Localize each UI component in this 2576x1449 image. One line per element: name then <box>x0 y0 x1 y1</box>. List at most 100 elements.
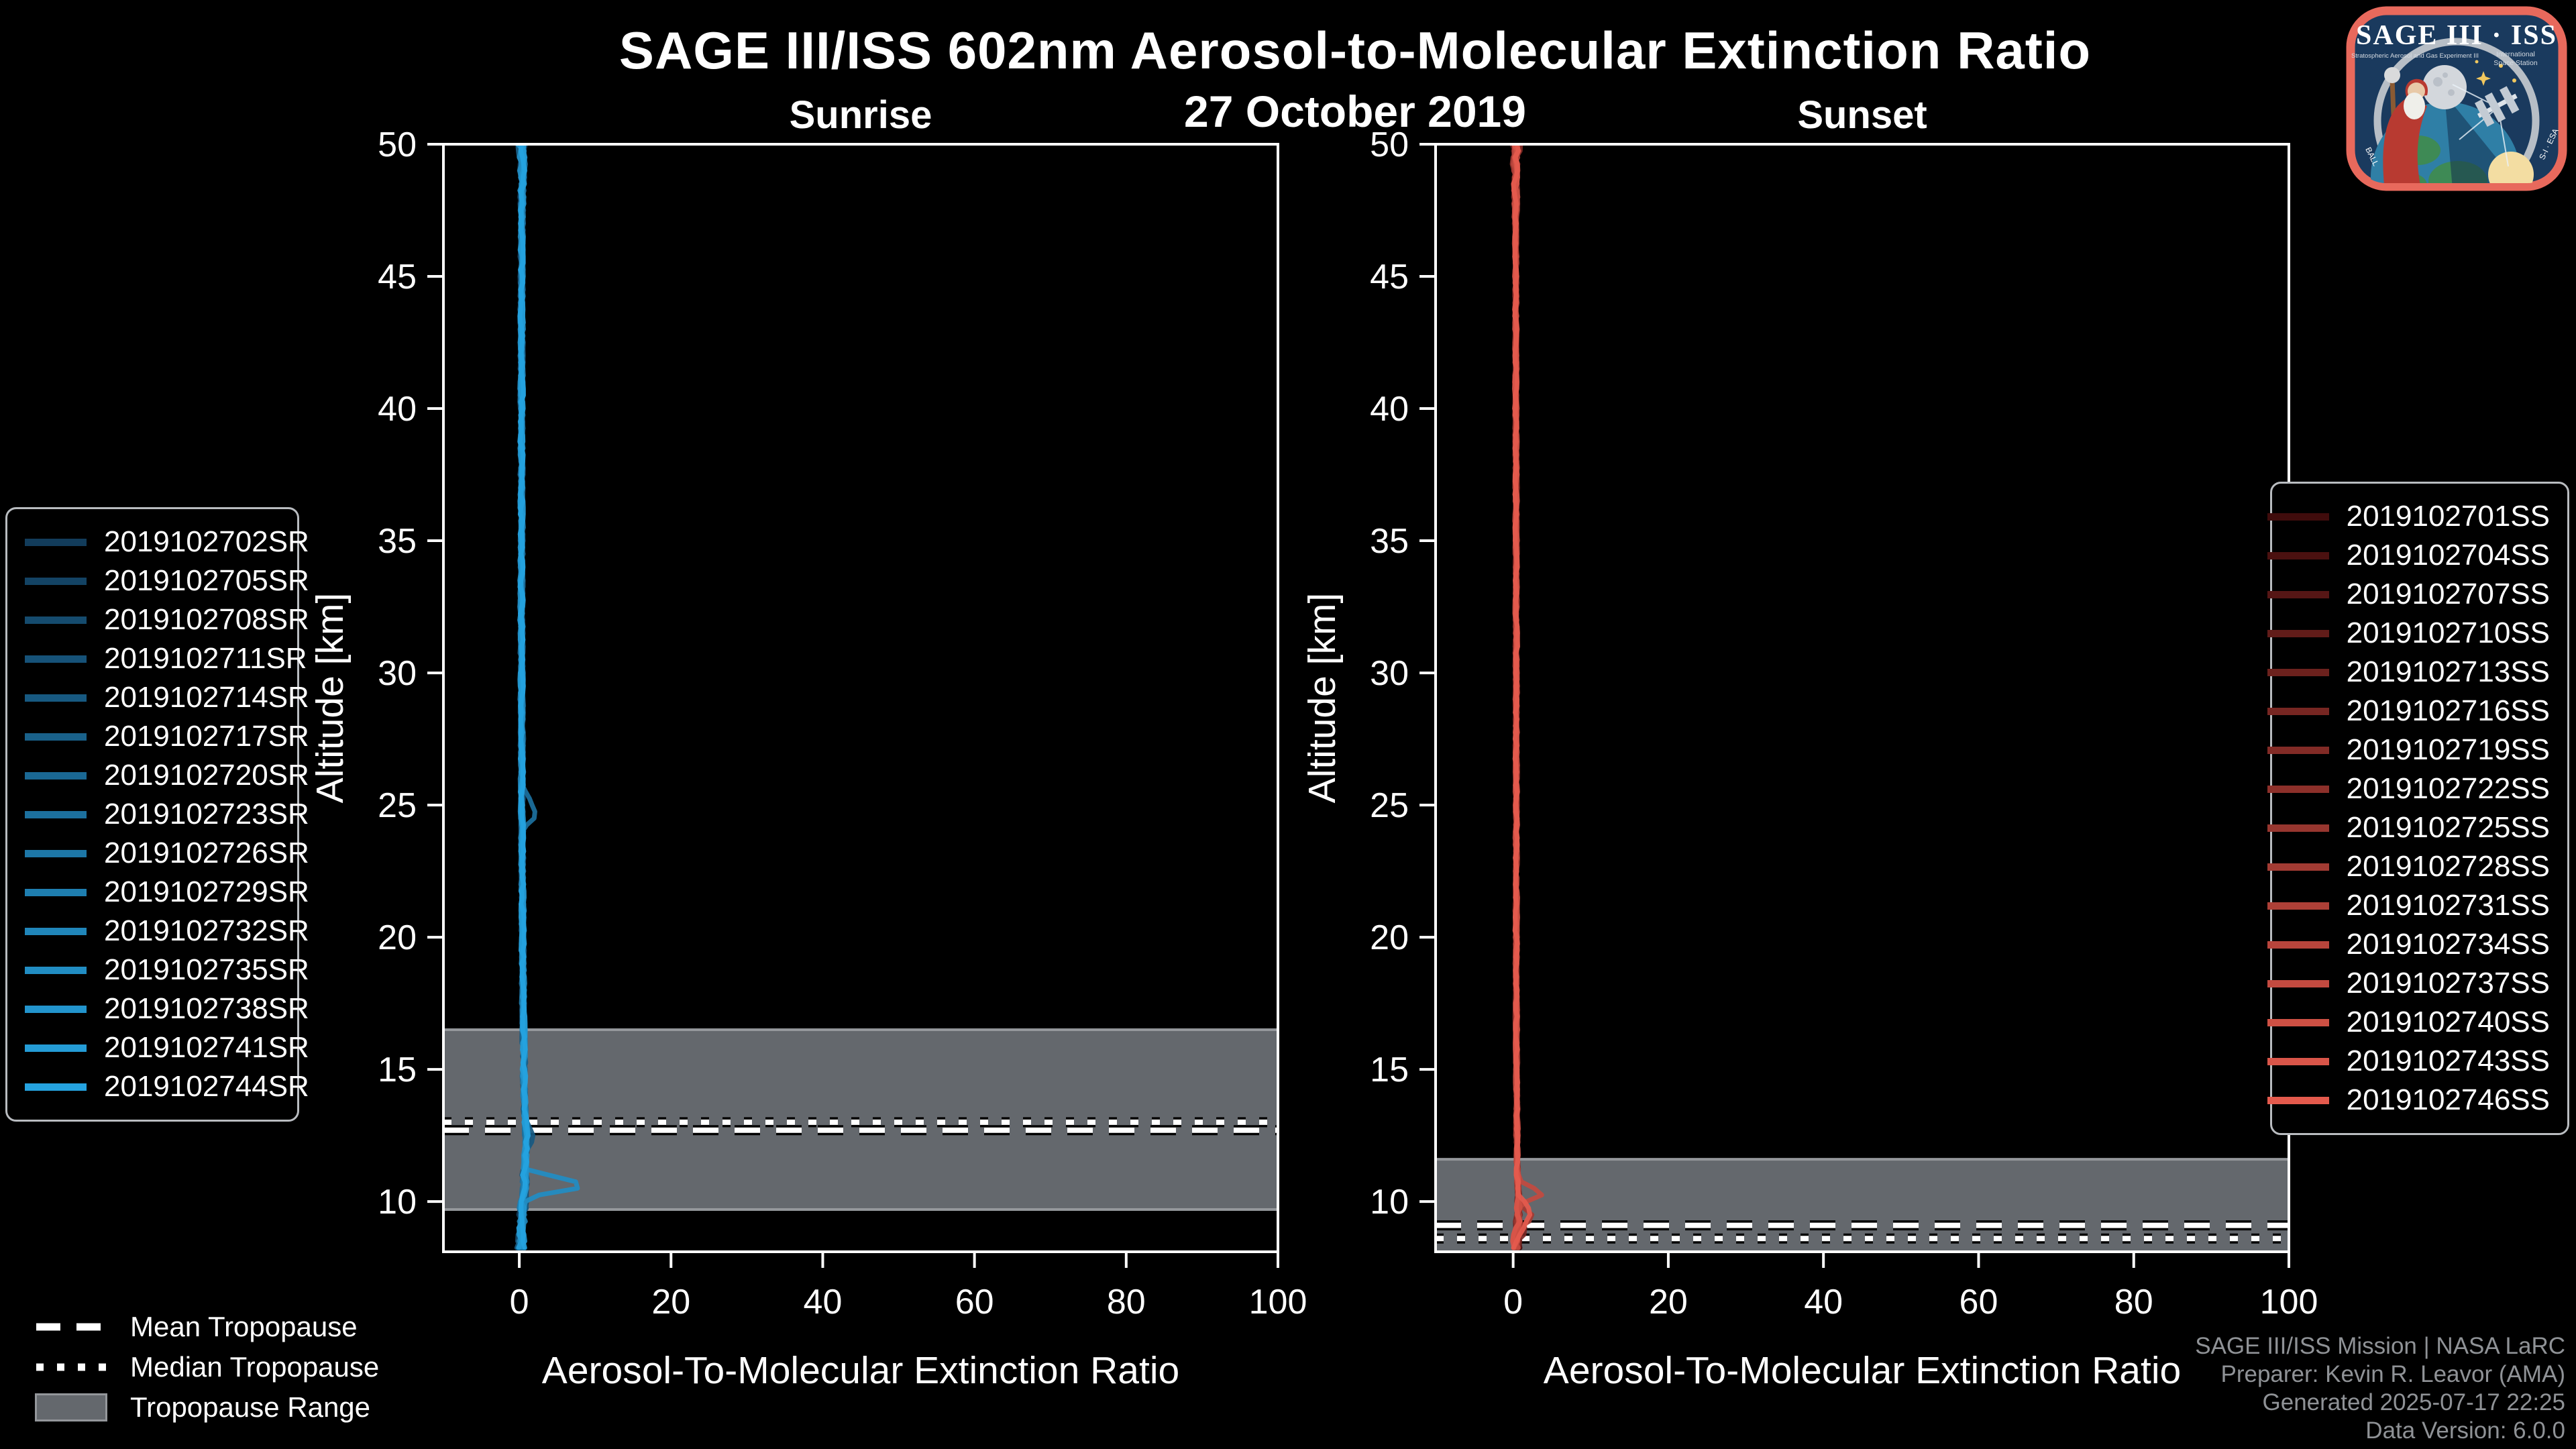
figure-title: SAGE III/ISS 602nm Aerosol-to-Molecular … <box>619 21 2092 80</box>
sunset-chart: 0 20 40 60 80 100 10 15 20 25 30 35 40 45 50 Aerosol-To… <box>1301 125 2318 1392</box>
sunset-panel-title: Sunset <box>1797 93 1927 137</box>
legend-item: 2019102717SR <box>25 717 309 756</box>
legend-item: 2019102746SS <box>2267 1081 2550 1120</box>
legend-color-line <box>25 1044 87 1052</box>
legend-event-label: 2019102741SR <box>104 1031 309 1064</box>
x-tick-label: 40 <box>804 1283 843 1322</box>
x-tick-label: 60 <box>955 1283 994 1322</box>
y-tick-label: 15 <box>1370 1051 1409 1089</box>
x-tick-label: 20 <box>1649 1283 1688 1322</box>
legend-item: 2019102710SS <box>2267 614 2550 653</box>
x-tick-label: 80 <box>1107 1283 1146 1322</box>
legend-event-label: 2019102711SR <box>104 642 307 675</box>
legend-item: 2019102708SR <box>25 600 309 639</box>
y-tick-label: 50 <box>1370 125 1409 164</box>
legend-color-line <box>2267 590 2329 598</box>
sunrise-series-legend: 2019102702SR 2019102705SR 2019102708SR 2019… <box>5 507 309 1122</box>
legend-color-line <box>2267 1018 2329 1026</box>
legend-event-label: 2019102722SS <box>2346 772 2550 805</box>
legend-item: 2019102738SR <box>25 989 309 1028</box>
x-tick-label: 40 <box>1804 1283 1843 1322</box>
legend-item: 2019102728SS <box>2267 847 2550 886</box>
y-tick-label: 15 <box>378 1051 417 1089</box>
legend-item: 2019102711SR <box>25 639 307 678</box>
legend-color-line <box>25 888 87 896</box>
y-tick-label: 35 <box>1370 522 1409 561</box>
legend-color-line <box>25 771 87 780</box>
y-tick-label: 25 <box>1370 786 1409 825</box>
profile-line-2019102744SR <box>517 144 531 1250</box>
legend-item: 2019102725SS <box>2267 808 2550 847</box>
attribution-data-version: Data Version: 6.0.0 <box>2365 1417 2565 1444</box>
legend-event-label: 2019102717SR <box>104 720 309 753</box>
legend-color-line <box>25 733 87 741</box>
x-tick-label: 100 <box>2260 1283 2318 1322</box>
attribution-mission: SAGE III/ISS Mission | NASA LaRC <box>2195 1333 2565 1359</box>
legend-event-label: 2019102732SR <box>104 914 309 947</box>
y-tick-label: 40 <box>378 390 417 429</box>
legend-event-label: 2019102726SR <box>104 837 309 869</box>
legend-color-line <box>25 1083 87 1091</box>
legend-event-label: 2019102723SR <box>104 798 309 830</box>
x-tick-label: 60 <box>1960 1283 1998 1322</box>
sunset-series-legend: 2019102701SS 2019102704SS 2019102707SS 2019… <box>2267 482 2569 1135</box>
x-tick-label: 0 <box>510 1283 529 1322</box>
profile-lines <box>514 144 580 1250</box>
x-axis-label: Aerosol-To-Molecular Extinction Ratio <box>1544 1349 2181 1392</box>
legend-event-label: 2019102714SR <box>104 681 309 714</box>
legend-event-label: 2019102713SS <box>2346 655 2550 688</box>
legend-event-label: 2019102701SS <box>2346 500 2550 533</box>
orbit-ring-icon <box>2373 38 2540 183</box>
x-tick-label: 20 <box>651 1283 690 1322</box>
iss-icon <box>2474 86 2520 127</box>
legend-event-label: 2019102708SR <box>104 603 309 636</box>
legend-item: 2019102732SR <box>25 912 309 951</box>
mean-tropopause-legend-item: Mean Tropopause <box>35 1307 379 1347</box>
y-tick-label: 20 <box>1370 918 1409 957</box>
legend-color-line <box>25 810 87 818</box>
legend-color-line <box>25 1005 87 1013</box>
legend-item: 2019102707SS <box>2267 575 2550 614</box>
legend-event-label: 2019102719SS <box>2346 733 2550 766</box>
tropopause-range-band <box>1436 1159 2289 1252</box>
y-tick-label: 10 <box>378 1183 417 1222</box>
legend-event-label: 2019102725SS <box>2346 811 2550 844</box>
legend-event-label: 2019102734SS <box>2346 928 2550 961</box>
y-tick-label: 45 <box>1370 258 1409 297</box>
legend-color-line <box>25 655 87 663</box>
stars-icon <box>2475 60 2516 86</box>
legend-color-line <box>2267 785 2329 793</box>
legend-color-line <box>2267 979 2329 987</box>
legend-event-label: 2019102743SS <box>2346 1044 2550 1077</box>
attribution-generated: Generated 2025-07-17 22:25 <box>2262 1389 2565 1415</box>
tropopause-legend: Mean Tropopause Median Tropopause Tropop… <box>35 1307 379 1428</box>
x-tick-label: 0 <box>1503 1283 1523 1322</box>
moon-icon <box>2422 65 2467 109</box>
legend-color-line <box>2267 941 2329 949</box>
legend-item: 2019102731SS <box>2267 886 2550 925</box>
legend-event-label: 2019102716SS <box>2346 694 2550 727</box>
legend-item: 2019102719SS <box>2267 731 2550 769</box>
legend-item: 2019102705SR <box>25 561 309 600</box>
legend-color-line <box>2267 824 2329 832</box>
sunrise-chart: 0 20 40 60 80 100 10 15 20 25 30 35 40 45 50 Aerosol-To… <box>309 125 1307 1392</box>
legend-color-line <box>25 616 87 624</box>
legend-color-line <box>2267 863 2329 871</box>
legend-event-label: 2019102705SR <box>104 564 309 597</box>
tropopause-range-label: Tropopause Range <box>130 1391 371 1423</box>
tropopause-range-legend-item: Tropopause Range <box>35 1387 379 1428</box>
dashed-line-sample-icon <box>35 1322 110 1332</box>
legend-item: 2019102702SR <box>25 523 309 561</box>
y-tick-label: 30 <box>378 654 417 693</box>
profile-line-2019102746SS <box>1511 144 1533 1250</box>
y-tick-label: 45 <box>378 258 417 297</box>
y-tick-label: 20 <box>378 918 417 957</box>
x-tick-label: 80 <box>2114 1283 2153 1322</box>
legend-color-line <box>2267 668 2329 676</box>
y-axis-label: Altitude [km] <box>1301 593 1344 804</box>
legend-event-label: 2019102740SS <box>2346 1006 2550 1038</box>
mean-tropopause-label: Mean Tropopause <box>130 1311 358 1342</box>
legend-item: 2019102744SR <box>25 1067 309 1106</box>
